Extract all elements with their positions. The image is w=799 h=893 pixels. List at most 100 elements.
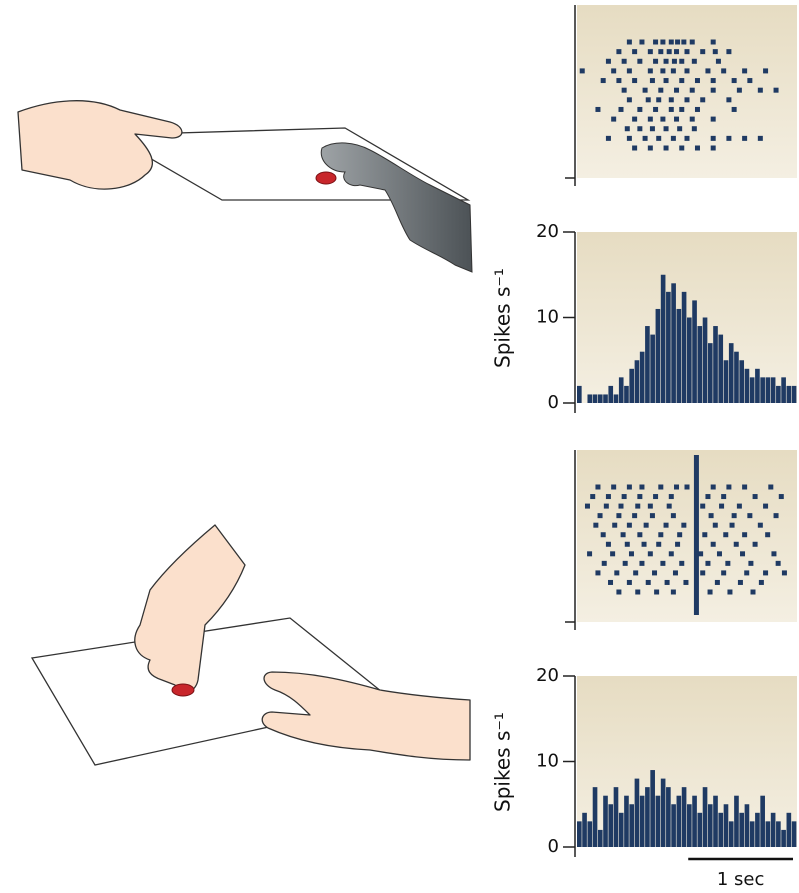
spike <box>721 68 727 74</box>
spike <box>719 503 725 509</box>
spike <box>691 58 697 64</box>
bar <box>687 317 692 403</box>
bar <box>770 377 776 403</box>
spike <box>666 49 672 55</box>
spike <box>689 87 695 93</box>
bar <box>687 804 692 847</box>
spike <box>600 532 606 538</box>
spike <box>757 87 763 93</box>
spike <box>624 126 630 132</box>
bar <box>666 291 671 403</box>
spike <box>702 532 708 538</box>
panel-background <box>577 5 797 178</box>
spike <box>647 551 653 557</box>
bar <box>776 821 781 847</box>
spike <box>705 494 711 500</box>
bar <box>613 394 619 403</box>
human-hand <box>17 100 183 190</box>
spike <box>684 68 690 74</box>
spike <box>663 522 669 528</box>
spike <box>616 78 622 84</box>
bar <box>692 795 697 847</box>
bar <box>707 804 713 847</box>
spike <box>773 513 779 519</box>
spike <box>694 145 700 151</box>
spike <box>639 560 645 566</box>
bar <box>728 821 734 847</box>
spike <box>700 570 706 576</box>
bar <box>587 394 593 403</box>
spike <box>710 541 716 547</box>
spike <box>681 39 687 45</box>
spike <box>642 87 648 93</box>
spike <box>736 87 742 93</box>
spike <box>621 494 627 500</box>
spike <box>679 78 685 84</box>
spike <box>626 579 632 585</box>
bar <box>765 821 771 847</box>
spike <box>653 106 659 112</box>
spike <box>677 532 683 538</box>
spike <box>715 58 721 64</box>
spike <box>637 106 643 112</box>
spike <box>684 135 690 141</box>
bar <box>634 778 640 847</box>
spike <box>681 522 687 528</box>
spike <box>727 589 733 595</box>
spike <box>632 145 638 151</box>
spike <box>595 106 601 112</box>
spike <box>656 97 662 103</box>
spike <box>758 579 764 585</box>
spike <box>670 513 676 519</box>
bar <box>723 360 729 403</box>
bar <box>608 385 614 403</box>
bar <box>776 385 781 403</box>
bar <box>577 385 582 403</box>
spike <box>712 49 718 55</box>
spike <box>683 579 689 585</box>
y-axis-label: Spikes s⁻¹ <box>491 268 515 368</box>
spike <box>689 39 695 45</box>
spike <box>647 503 653 509</box>
spike <box>632 513 638 519</box>
spike <box>595 570 601 576</box>
bar <box>629 368 635 403</box>
spike <box>731 106 737 112</box>
spike <box>603 503 609 509</box>
bar <box>734 795 739 847</box>
bar <box>597 394 603 403</box>
spike <box>637 532 643 538</box>
spike <box>672 570 678 576</box>
spike <box>778 494 784 500</box>
bar <box>681 291 687 403</box>
spike <box>747 513 753 519</box>
spike <box>660 116 666 122</box>
spike <box>656 135 662 141</box>
spike <box>605 135 611 141</box>
spike <box>736 503 742 509</box>
bar <box>650 770 655 847</box>
spike <box>740 551 746 557</box>
bar <box>582 812 587 847</box>
y-tick-label: 10 <box>536 307 559 328</box>
spike <box>610 551 616 557</box>
spike <box>626 522 632 528</box>
spike <box>742 484 748 490</box>
spike <box>664 579 670 585</box>
spike <box>643 522 649 528</box>
spike <box>675 39 681 45</box>
bar <box>728 343 734 403</box>
spike <box>674 87 680 93</box>
bar <box>744 368 750 403</box>
spike <box>721 494 727 500</box>
spike <box>763 570 769 576</box>
spike <box>645 579 651 585</box>
spike <box>670 135 676 141</box>
bar <box>791 821 797 847</box>
spike <box>684 49 690 55</box>
bar <box>707 343 713 403</box>
spike <box>635 589 641 595</box>
spike <box>763 503 769 509</box>
spike <box>752 494 758 500</box>
spike <box>628 551 634 557</box>
